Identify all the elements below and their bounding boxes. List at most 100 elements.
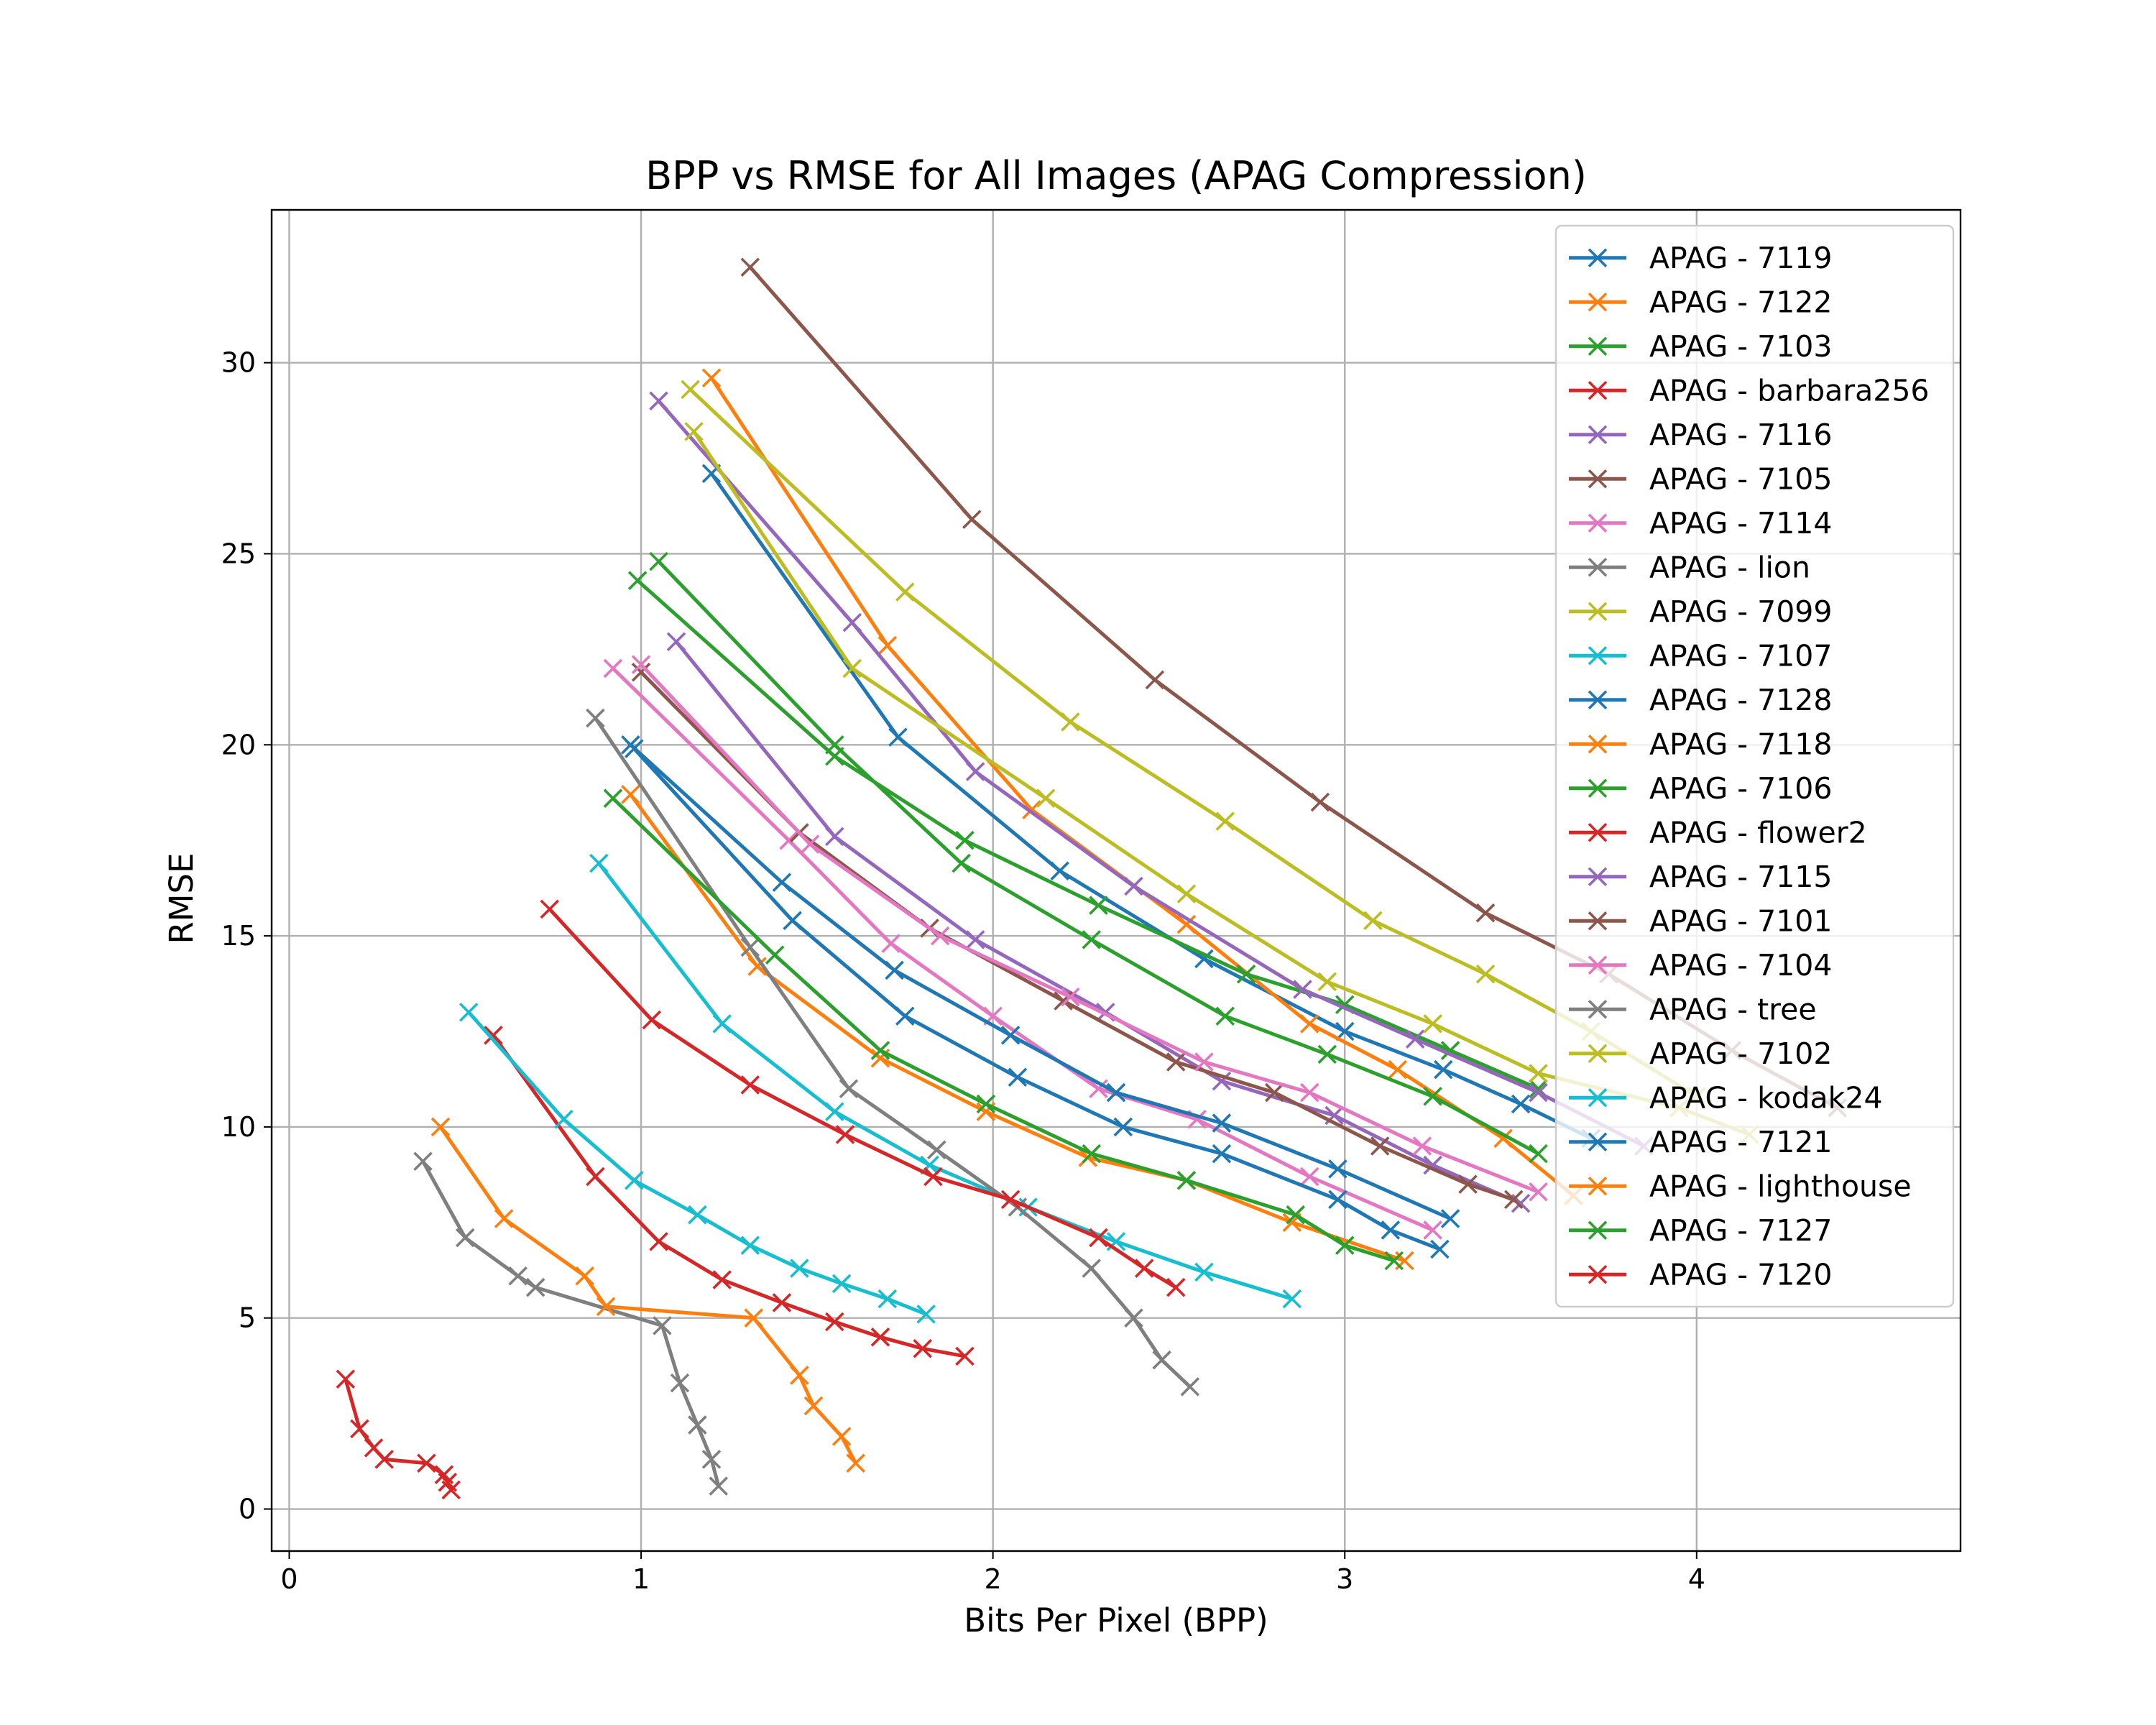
series-line	[597, 862, 1293, 1301]
y-tick-label: 20	[221, 729, 256, 760]
legend-entry: APAG - 7120	[1569, 1257, 1832, 1292]
data-point	[621, 785, 640, 804]
data-point	[525, 1277, 545, 1297]
series-20	[459, 1003, 936, 1324]
data-point	[1000, 1190, 1021, 1210]
axis-ticks: 0 1 2 3 4 0 5 10 15 20 25 30	[221, 347, 1705, 1595]
data-point	[603, 788, 623, 808]
data-point	[350, 1419, 369, 1439]
data-point	[336, 1369, 356, 1389]
data-point	[1282, 1289, 1302, 1309]
data-point	[835, 1125, 855, 1144]
legend-entry: APAG - 7115	[1569, 860, 1832, 894]
data-point	[670, 1373, 690, 1393]
data-point	[1370, 1136, 1390, 1156]
data-point	[1317, 972, 1337, 992]
data-point	[1082, 1259, 1102, 1278]
data-point	[508, 1266, 528, 1286]
data-point	[1529, 1082, 1548, 1103]
data-point	[888, 727, 908, 747]
data-point	[1134, 1259, 1154, 1278]
series-13	[649, 551, 1548, 1164]
legend-label: APAG - 7121	[1649, 1125, 1832, 1159]
x-tick-label: 2	[985, 1563, 1002, 1595]
legend-label: APAG - barbara256	[1649, 373, 1930, 408]
data-point	[589, 853, 609, 873]
data-point	[740, 937, 760, 957]
legend-entry: APAG - 7106	[1569, 771, 1832, 806]
data-point	[1036, 788, 1056, 808]
data-point	[825, 1312, 844, 1332]
data-point	[1412, 1136, 1432, 1156]
data-point	[1293, 980, 1312, 999]
data-point	[1176, 884, 1197, 903]
data-point	[688, 1205, 707, 1225]
data-point	[923, 1167, 943, 1187]
legend-entry: APAG - 7105	[1569, 461, 1832, 496]
data-point	[642, 1010, 662, 1030]
data-point	[624, 1171, 644, 1190]
data-point	[740, 1075, 760, 1095]
data-point	[765, 945, 785, 965]
series-line	[629, 793, 1406, 1263]
legend-label: APAG - flower2	[1649, 815, 1867, 850]
data-point	[1236, 964, 1256, 984]
data-point	[631, 662, 651, 682]
data-point	[1145, 670, 1165, 690]
legend-entry: APAG - 7114	[1569, 506, 1832, 540]
data-point	[831, 1427, 852, 1446]
legend-entry: APAG - kodak24	[1569, 1080, 1883, 1115]
legend-label: APAG - 7104	[1649, 948, 1832, 983]
data-point	[1113, 1117, 1133, 1137]
data-point	[962, 510, 982, 529]
legend-label: APAG - 7119	[1649, 241, 1832, 275]
series-line	[629, 743, 1452, 1220]
y-tick-label: 5	[239, 1302, 256, 1334]
data-point	[441, 1480, 461, 1500]
legend-entry: APAG - 7121	[1569, 1125, 1832, 1159]
data-point	[831, 1274, 852, 1294]
data-point	[955, 830, 975, 850]
legend-label: APAG - 7107	[1649, 638, 1832, 673]
data-point	[965, 762, 985, 781]
data-point	[870, 1041, 890, 1060]
legend-marker	[1588, 248, 1608, 268]
legend-marker	[1588, 1044, 1608, 1064]
data-point	[740, 1236, 760, 1255]
legend-label: APAG - 7102	[1649, 1036, 1832, 1071]
series-4	[336, 1369, 461, 1500]
data-point	[952, 853, 971, 873]
data-point	[825, 735, 844, 755]
x-tick-label: 4	[1688, 1563, 1705, 1595]
data-point	[709, 1476, 729, 1496]
legend-marker	[1588, 513, 1608, 533]
chart-title: BPP vs RMSE for All Images (APAG Compres…	[645, 153, 1587, 198]
data-point	[575, 1266, 595, 1286]
y-tick-label: 25	[221, 538, 256, 569]
data-point	[653, 1316, 672, 1335]
data-point	[459, 1003, 479, 1022]
data-point	[484, 1026, 503, 1045]
data-point	[1328, 1159, 1348, 1179]
data-point	[1106, 1082, 1126, 1103]
data-point	[627, 571, 648, 590]
data-point	[976, 1094, 996, 1114]
legend-entry: APAG - 7104	[1569, 948, 1832, 983]
series-15	[666, 632, 1531, 1213]
data-point	[870, 1328, 890, 1347]
series-17	[631, 655, 1548, 1202]
legend-marker	[1588, 690, 1608, 710]
data-point	[790, 1366, 809, 1385]
data-point	[1511, 1094, 1531, 1114]
data-point	[1529, 1182, 1548, 1202]
legend-label: APAG - 7105	[1649, 461, 1832, 496]
data-point	[1434, 1059, 1453, 1080]
data-point	[1529, 1064, 1548, 1083]
data-point	[1299, 1014, 1319, 1034]
series-line	[657, 560, 1539, 1156]
data-point	[744, 1308, 764, 1328]
data-point	[1423, 1087, 1442, 1106]
legend-marker	[1588, 911, 1608, 931]
data-point	[1082, 930, 1102, 949]
legend-label: APAG - 7122	[1649, 285, 1832, 319]
